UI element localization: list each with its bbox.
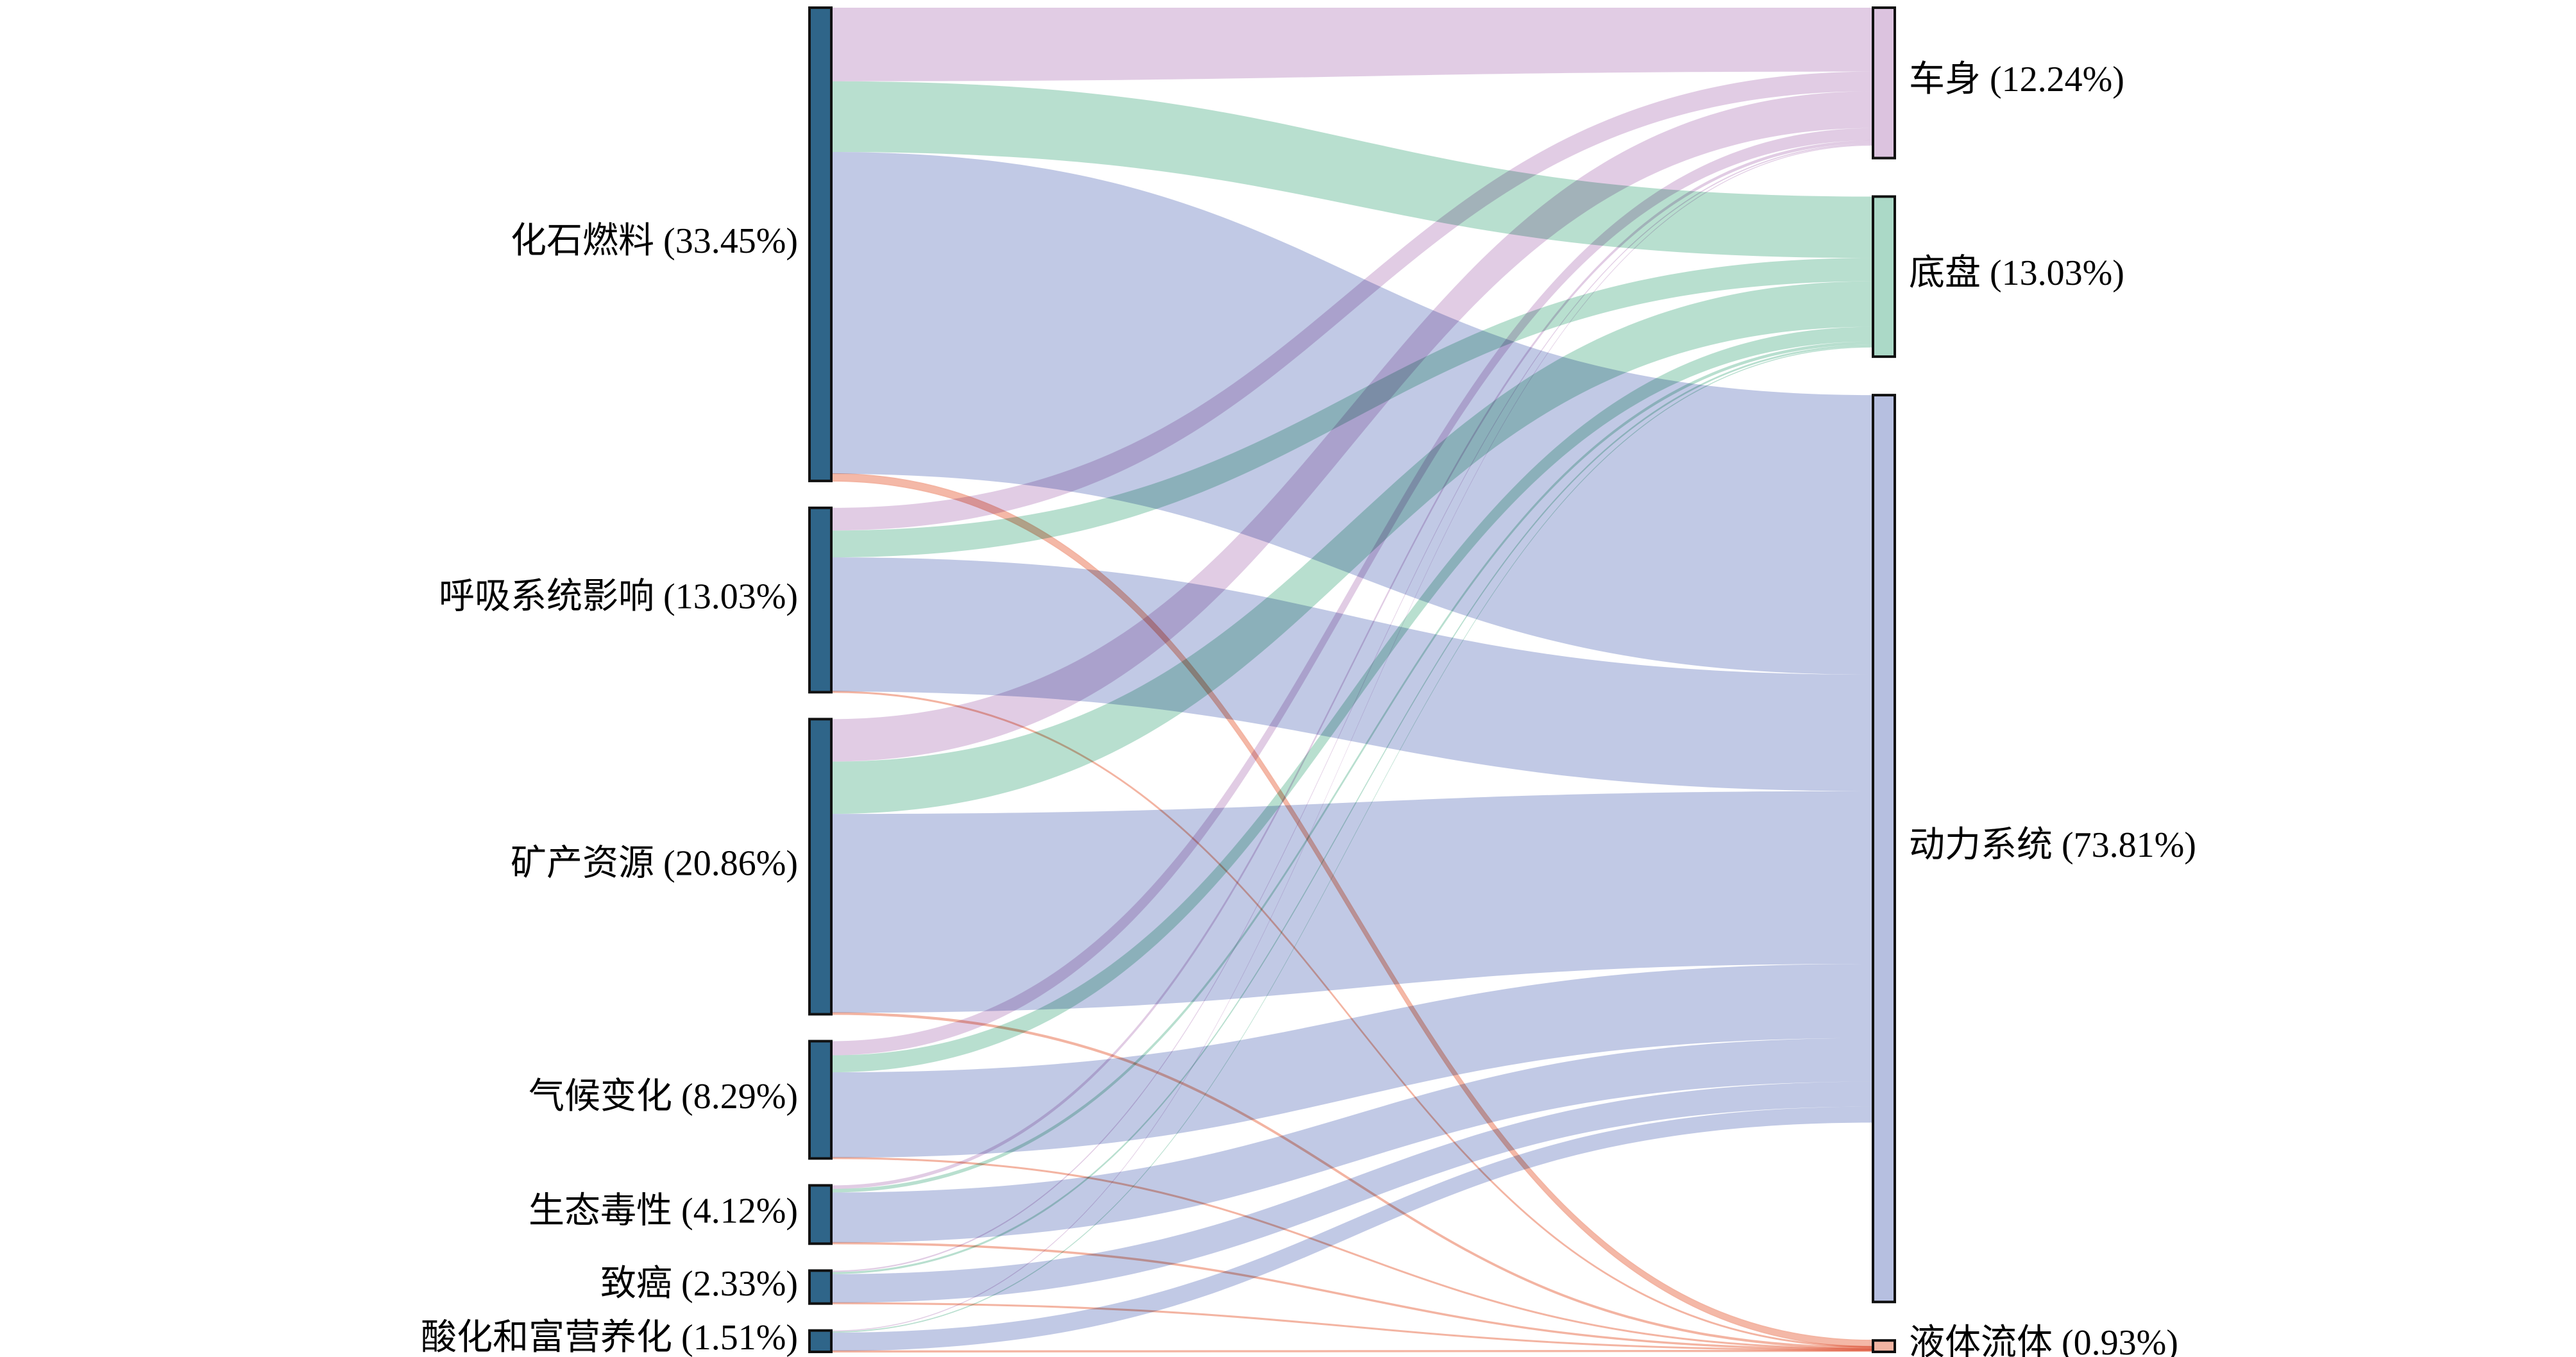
link-致癌-底盘 — [831, 344, 1873, 1274]
link-气候变化-底盘 — [831, 326, 1873, 1073]
node-呼吸系统影响 — [808, 506, 833, 694]
link-化石燃料-底盘 — [831, 81, 1873, 258]
node-生态毒性 — [808, 1184, 833, 1245]
node-矿产资源 — [808, 718, 833, 1016]
node-layer — [808, 6, 1896, 1353]
node-label-动力系统: 动力系统 (73.81%) — [1909, 825, 2196, 865]
node-label-呼吸系统影响: 呼吸系统影响 (13.03%) — [439, 577, 798, 616]
node-酸化和富营养化 — [808, 1329, 833, 1353]
node-底盘 — [1872, 195, 1896, 358]
link-呼吸系统影响-车身 — [831, 71, 1873, 531]
link-酸化和富营养化-车身 — [831, 144, 1873, 1332]
node-label-车身: 车身 (12.24%) — [1909, 60, 2124, 99]
link-呼吸系统影响-动力系统 — [831, 557, 1873, 791]
link-生态毒性-动力系统 — [831, 1038, 1873, 1243]
link-酸化和富营养化-动力系统 — [831, 1106, 1873, 1351]
link-气候变化-动力系统 — [831, 963, 1873, 1158]
link-生态毒性-车身 — [831, 140, 1873, 1189]
link-气候变化-车身 — [831, 128, 1873, 1056]
link-矿产资源-底盘 — [831, 281, 1873, 814]
node-label-生态毒性: 生态毒性 (4.12%) — [529, 1192, 798, 1231]
link-layer — [831, 8, 1874, 1353]
node-label-矿产资源: 矿产资源 (20.86%) — [511, 843, 798, 883]
node-车身 — [1872, 6, 1896, 160]
link-致癌-车身 — [831, 143, 1873, 1272]
link-致癌-动力系统 — [831, 1081, 1873, 1303]
node-label-酸化和富营养化: 酸化和富营养化 (1.51%) — [421, 1318, 798, 1357]
link-酸化和富营养化-底盘 — [831, 346, 1873, 1333]
label-layer: 化石燃料 (33.45%) 呼吸系统影响 (13.03%) 矿产资源 (20.86%… — [421, 60, 2196, 1357]
node-化石燃料 — [808, 6, 833, 482]
node-动力系统 — [1872, 394, 1896, 1304]
link-生态毒性-底盘 — [831, 341, 1873, 1193]
node-label-致癌: 致癌 (2.33%) — [600, 1264, 798, 1304]
node-label-液体流体: 液体流体 (0.93%) — [1909, 1323, 2178, 1357]
link-酸化和富营养化-液体流体 — [831, 1349, 1874, 1353]
link-矿产资源-车身 — [831, 91, 1873, 762]
node-液体流体 — [1872, 1339, 1896, 1353]
node-label-底盘: 底盘 (13.03%) — [1909, 253, 2124, 293]
node-label-气候变化: 气候变化 (8.29%) — [529, 1077, 798, 1117]
link-化石燃料-车身 — [831, 8, 1873, 81]
node-label-化石燃料: 化石燃料 (33.45%) — [511, 221, 798, 261]
node-致癌 — [808, 1269, 833, 1305]
node-气候变化 — [808, 1040, 833, 1160]
